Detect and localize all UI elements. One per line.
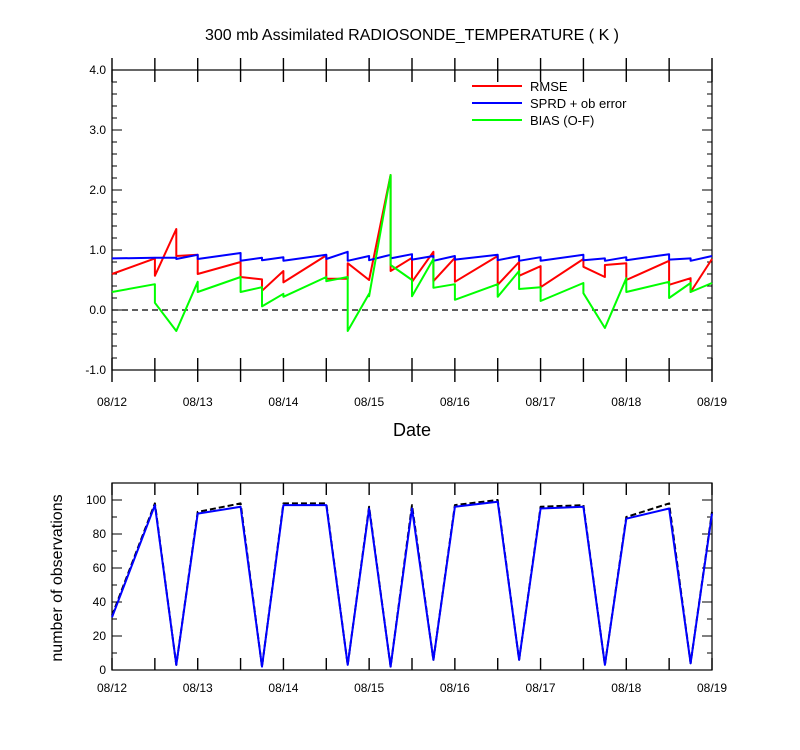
y-tick-label: -1.0 [85, 363, 106, 377]
series-line-sprd-ob-error [111, 250, 713, 262]
x-tick-label: 08/14 [268, 681, 298, 695]
x-tick-label: 08/13 [183, 395, 213, 409]
chart-title: 300 mb Assimilated RADIOSONDE_TEMPERATUR… [205, 27, 619, 44]
y-tick-label: 40 [93, 595, 107, 609]
series-line-used [111, 500, 713, 668]
y-tick-label: 4.0 [89, 63, 106, 77]
x-tick-label: 08/19 [697, 395, 727, 409]
x-tick-label: 08/17 [526, 395, 556, 409]
x-tick-label: 08/13 [183, 681, 213, 695]
series-line-possible [111, 499, 713, 668]
legend-label: SPRD + ob error [530, 96, 627, 111]
observations-chart: 0 20 40 60 80 100 08/12 08/13 08/14 08/15 08/16 08/… [86, 482, 727, 695]
x-tick-label: 08/17 [526, 681, 556, 695]
x-tick-label: 08/18 [611, 395, 641, 409]
y-tick-label: 20 [93, 629, 107, 643]
y-tick-label: 1.0 [89, 243, 106, 257]
y-tick-label: 0.0 [89, 303, 106, 317]
x-tick-label: 08/16 [440, 681, 470, 695]
x-tick-label: 08/15 [354, 681, 384, 695]
x-tick-label: 08/19 [697, 681, 727, 695]
x-axis-label: Date [393, 420, 431, 440]
y-tick-label: 60 [93, 561, 107, 575]
rmse-bias-chart: -1.0 0.0 1.0 2.0 3.0 4.0 08/12 08/13 08/14 08/15 0… [85, 58, 727, 409]
series-line-bias-o-f [111, 174, 713, 332]
x-tick-label: 08/15 [354, 395, 384, 409]
plot-frame [111, 69, 713, 371]
x-tick-label: 08/12 [97, 681, 127, 695]
y-tick-label: 80 [93, 527, 107, 541]
x-tick-label: 08/18 [611, 681, 641, 695]
y-tick-label: 100 [86, 493, 106, 507]
y-axis-label-observations: number of observations [49, 494, 66, 661]
y-tick-label: 0 [99, 663, 106, 677]
series-line-rmse [111, 174, 713, 293]
legend-label: RMSE [530, 79, 568, 94]
x-tick-label: 08/16 [440, 395, 470, 409]
legend-label: BIAS (O-F) [530, 113, 594, 128]
x-tick-label: 08/14 [268, 395, 298, 409]
x-tick-label: 08/12 [97, 395, 127, 409]
y-tick-label: 2.0 [89, 183, 106, 197]
y-tick-label: 3.0 [89, 123, 106, 137]
